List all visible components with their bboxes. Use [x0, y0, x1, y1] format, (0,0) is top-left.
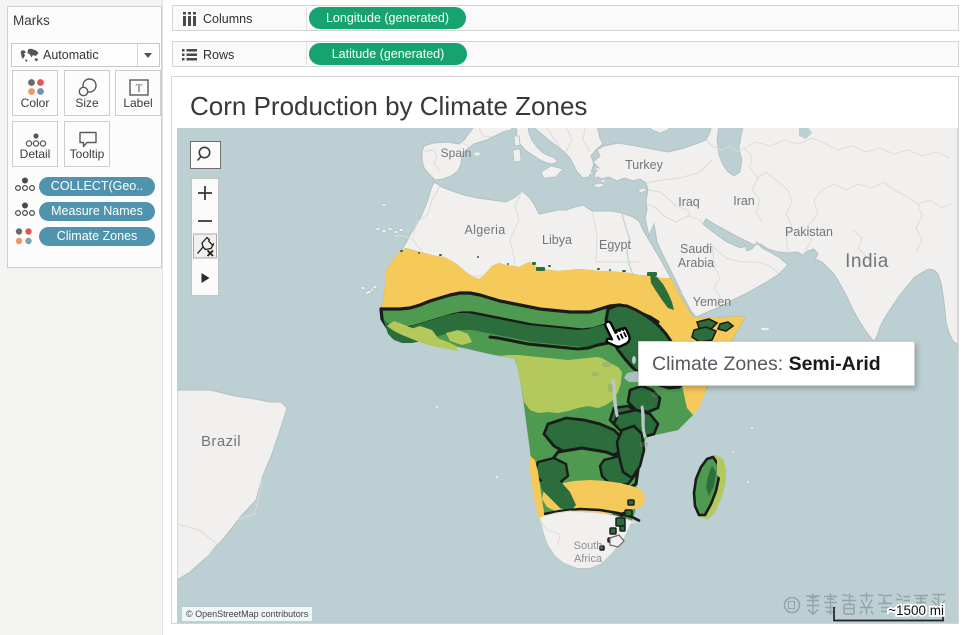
svg-text:India: India: [845, 251, 889, 272]
svg-text:Spain: Spain: [441, 146, 472, 160]
svg-text:Arabia: Arabia: [678, 256, 714, 270]
svg-text:Yemen: Yemen: [693, 295, 732, 309]
svg-text:Africa: Africa: [574, 553, 603, 565]
svg-text:Pakistan: Pakistan: [785, 225, 833, 239]
svg-text:Turkey: Turkey: [625, 158, 663, 172]
svg-text:Iran: Iran: [733, 194, 755, 208]
svg-text:T: T: [136, 83, 143, 95]
svg-text:Saudi: Saudi: [680, 242, 712, 256]
svg-text:Iraq: Iraq: [678, 195, 700, 209]
svg-text:South: South: [574, 540, 603, 552]
svg-text:Libya: Libya: [542, 233, 572, 247]
svg-text:Egypt: Egypt: [599, 238, 631, 252]
svg-text:Algeria: Algeria: [464, 223, 505, 237]
svg-text:~1500 mi: ~1500 mi: [888, 603, 944, 618]
svg-text:Brazil: Brazil: [201, 433, 241, 450]
